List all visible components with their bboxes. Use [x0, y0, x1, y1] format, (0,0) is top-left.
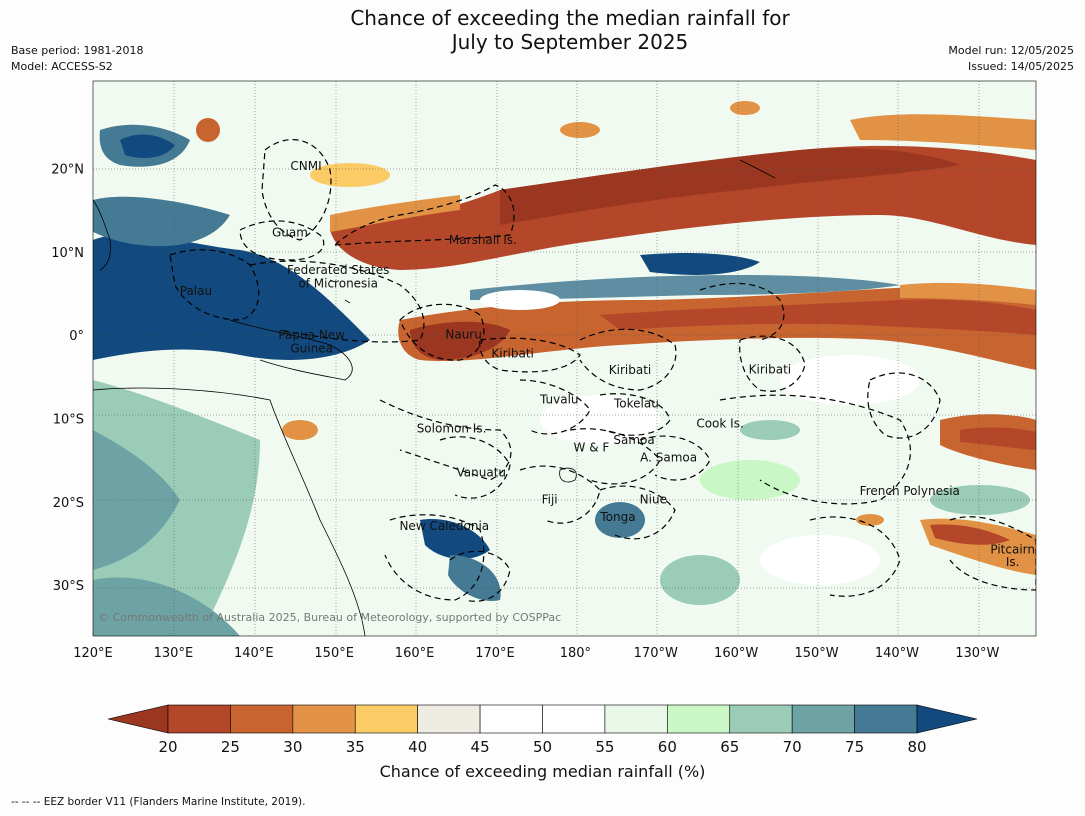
region-label: Palau — [180, 284, 212, 298]
latitude-labels: 20°N 10°N 0° 10°S 20°S 30°S — [51, 163, 84, 595]
colorbar-tick-label: 35 — [346, 738, 365, 756]
lon-tick-label: 160°W — [714, 646, 758, 661]
lon-tick-label: 160°E — [395, 646, 435, 661]
region-label: Marshall Is. — [449, 233, 517, 247]
title-line-2: July to September 2025 — [451, 30, 689, 54]
region-label: Samoa — [613, 433, 654, 447]
eez-borders — [169, 139, 1036, 602]
copyright-text: © Commonwealth of Australia 2025, Bureau… — [98, 611, 561, 624]
colorbar-tick-label: 80 — [907, 738, 926, 756]
colorbar-segment — [292, 704, 356, 734]
lon-tick-label: 120°E — [73, 646, 113, 661]
longitude-labels: 120°E 130°E 140°E 150°E 160°E 170°E 180° 170°W 1… — [73, 646, 999, 661]
colorbar-low-extend — [107, 704, 169, 734]
lon-tick-label: 150°E — [314, 646, 354, 661]
colorbar-tick-label: 30 — [283, 738, 302, 756]
colorbar-tick-label: 45 — [471, 738, 490, 756]
colorbar-tick-label: 70 — [783, 738, 802, 756]
region-label: Solomon Is. — [417, 422, 487, 436]
colorbar-tick-label: 65 — [720, 738, 739, 756]
region-label: Niue — [640, 492, 667, 506]
colorbar: 20 25 30 35 40 45 50 55 60 65 70 75 80 — [107, 704, 978, 756]
colorbar-segment — [542, 704, 606, 734]
lon-tick-label: 130°E — [154, 646, 194, 661]
lon-tick-label: 130°W — [955, 646, 999, 661]
region-label: Federated States — [287, 263, 389, 277]
region-label: Kiribati — [609, 363, 651, 377]
region-label: Guam — [272, 226, 308, 240]
region-label: Is. — [1006, 555, 1020, 569]
colorbar-high-extend — [916, 704, 978, 734]
wet-anomaly-png — [93, 234, 370, 360]
region-label: Kiribati — [491, 347, 533, 361]
meta-left: Base period: 1981-2018 Model: ACCESS-S2 — [11, 43, 143, 75]
model-name: Model: ACCESS-S2 — [11, 60, 113, 73]
region-label: Tonga — [599, 510, 635, 524]
region-label: Vanuatu — [457, 466, 507, 480]
model-run: Model run: 12/05/2025 — [948, 44, 1074, 57]
colorbar-tick-label: 25 — [221, 738, 240, 756]
lon-tick-label: 140°W — [875, 646, 919, 661]
region-label: Tuvalu — [539, 392, 579, 406]
lon-tick-label: 180° — [560, 646, 591, 661]
colorbar-tick-label: 50 — [533, 738, 552, 756]
meta-right: Model run: 12/05/2025 Issued: 14/05/2025 — [948, 43, 1074, 75]
colorbar-tick-label: 75 — [845, 738, 864, 756]
region-label: Tokelau — [613, 397, 659, 411]
lat-tick-label: 20°S — [53, 496, 84, 511]
eez-legend: -- -- -- EEZ border V11 (Flanders Marine… — [11, 796, 306, 808]
colorbar-segment — [729, 704, 793, 734]
colorbar-segment — [854, 704, 918, 734]
map-title: Chance of exceeding the median rainfall … — [0, 6, 1085, 54]
region-label: CNMI — [290, 159, 321, 173]
lon-tick-label: 150°W — [794, 646, 838, 661]
region-label: Fiji — [542, 492, 558, 506]
lat-tick-label: 0° — [69, 329, 84, 344]
region-label: Kiribati — [749, 362, 791, 376]
region-label: A. Samoa — [640, 451, 697, 465]
lat-tick-label: 10°S — [53, 413, 84, 428]
region-label: of Micronesia — [298, 277, 378, 291]
map-plot-area: © Commonwealth of Australia 2025, Bureau… — [93, 81, 1036, 636]
rainfall-map: © Commonwealth of Australia 2025, Bureau… — [51, 80, 1037, 756]
colorbar-segment — [354, 704, 418, 734]
colorbar-segment — [479, 704, 543, 734]
colorbar-tick-label: 55 — [595, 738, 614, 756]
coastlines — [93, 159, 776, 636]
lon-tick-label: 170°E — [475, 646, 515, 661]
colorbar-segment — [791, 704, 855, 734]
graticule — [93, 81, 1036, 636]
lat-tick-label: 10°N — [51, 246, 84, 261]
lat-tick-label: 20°N — [51, 163, 84, 178]
colorbar-tick-label: 40 — [408, 738, 427, 756]
region-label: W & F — [574, 441, 610, 455]
colorbar-segment — [230, 704, 294, 734]
colorbar-tick-label: 60 — [658, 738, 677, 756]
colorbar-label: Chance of exceeding median rainfall (%) — [379, 762, 706, 781]
colorbar-segment — [417, 704, 481, 734]
region-label: Guinea — [290, 342, 333, 356]
region-label: Nauru — [445, 327, 481, 341]
map-frame — [92, 80, 1037, 637]
lon-tick-label: 140°E — [234, 646, 274, 661]
base-period: Base period: 1981-2018 — [11, 44, 144, 57]
colorbar-segment — [167, 704, 231, 734]
region-label: Papua New — [278, 328, 345, 342]
colorbar-segment — [604, 704, 668, 734]
lat-tick-label: 30°S — [53, 579, 84, 594]
issued-date: Issued: 14/05/2025 — [967, 60, 1074, 73]
region-label: French Polynesia — [860, 484, 960, 498]
title-line-1: Chance of exceeding the median rainfall … — [350, 6, 790, 30]
colorbar-segment — [667, 704, 731, 734]
region-label: Pitcairn — [990, 542, 1035, 556]
lon-tick-label: 170°W — [634, 646, 678, 661]
region-label: Cook Is. — [696, 417, 743, 431]
region-label: New Caledonia — [399, 519, 489, 533]
colorbar-tick-label: 20 — [158, 738, 177, 756]
